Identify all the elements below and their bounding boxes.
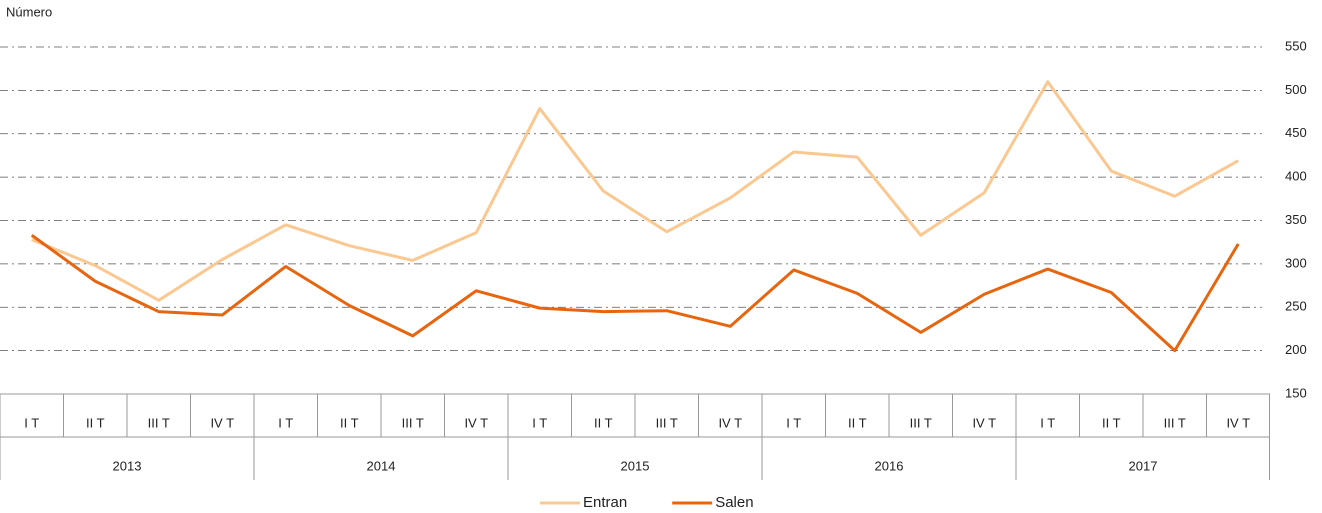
year-label: 2016: [875, 458, 904, 473]
x-tick-label: IV T: [210, 415, 234, 430]
y-tick-label: 400: [1285, 169, 1307, 184]
year-label: 2014: [367, 458, 396, 473]
year-label: 2017: [1129, 458, 1158, 473]
x-tick-label: III T: [1164, 415, 1186, 430]
y-tick-label: 200: [1285, 342, 1307, 357]
x-tick-label: II T: [848, 415, 867, 430]
y-tick-label: 550: [1285, 38, 1307, 53]
year-label: 2013: [113, 458, 142, 473]
x-tick-label: I T: [1040, 415, 1055, 430]
legend-label: Entran: [583, 494, 627, 511]
y-tick-label: 150: [1285, 385, 1307, 400]
year-label: 2015: [621, 458, 650, 473]
x-tick-label: I T: [532, 415, 547, 430]
x-tick-label: IV T: [718, 415, 742, 430]
x-tick-label: III T: [910, 415, 932, 430]
y-tick-label: 250: [1285, 299, 1307, 314]
x-tick-label: I T: [786, 415, 801, 430]
x-tick-label: III T: [148, 415, 170, 430]
x-tick-label: III T: [402, 415, 424, 430]
x-tick-label: II T: [340, 415, 359, 430]
x-tick-label: IV T: [464, 415, 488, 430]
x-tick-label: IV T: [972, 415, 996, 430]
series-line: [31, 80, 1239, 302]
x-tick-label: III T: [656, 415, 678, 430]
x-tick-label: II T: [86, 415, 105, 430]
y-axis-label: Número: [6, 4, 52, 19]
legend-label: Salen: [715, 494, 753, 511]
x-tick-label: IV T: [1226, 415, 1250, 430]
x-tick-label: II T: [1102, 415, 1121, 430]
series-line: [30, 234, 1240, 353]
x-tick-label: I T: [278, 415, 293, 430]
x-tick-label: I T: [24, 415, 39, 430]
y-tick-label: 350: [1285, 212, 1307, 227]
y-tick-label: 500: [1285, 82, 1307, 97]
x-tick-label: II T: [594, 415, 613, 430]
y-tick-label: 450: [1285, 125, 1307, 140]
y-tick-label: 300: [1285, 255, 1307, 270]
